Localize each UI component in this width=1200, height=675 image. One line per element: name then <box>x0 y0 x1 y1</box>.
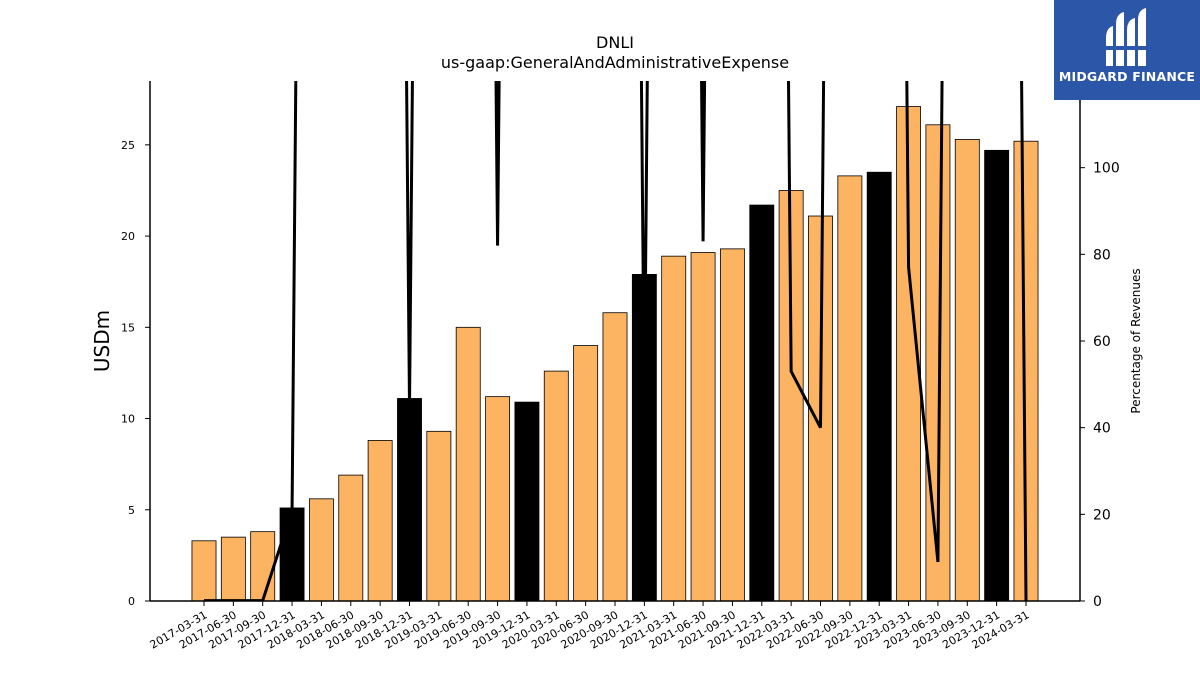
y-tick-label: 25 <box>121 139 135 152</box>
y2-tick-label: 80 <box>1093 247 1111 263</box>
bar <box>866 171 892 601</box>
bar <box>191 540 217 601</box>
bar <box>426 430 452 601</box>
bar <box>250 531 276 601</box>
bar <box>220 536 246 601</box>
y-tick-label: 10 <box>121 413 135 426</box>
bar <box>837 175 863 601</box>
brand-name: MIDGARD FINANCE <box>1058 69 1196 84</box>
bar <box>749 204 775 601</box>
y2-tick-label: 20 <box>1093 507 1111 523</box>
y-tick-label: 15 <box>121 321 135 334</box>
chart-subtitle: us-gaap:GeneralAndAdministrativeExpense <box>441 53 789 72</box>
bar <box>308 498 334 601</box>
bar <box>602 312 628 601</box>
chart-title: DNLI <box>596 33 634 52</box>
y-axis-label: USDm <box>90 310 114 372</box>
bar-group <box>191 106 1039 601</box>
y-tick-label: 5 <box>128 504 135 517</box>
y-tick-label: 0 <box>128 595 135 608</box>
logo-mark-icon <box>1106 8 1146 66</box>
y-tick-label: 20 <box>121 230 135 243</box>
bar <box>514 401 540 601</box>
y2-tick-label: 0 <box>1093 594 1102 610</box>
y2-tick-label: 100 <box>1093 161 1120 177</box>
bar <box>661 255 687 601</box>
bar <box>455 326 481 601</box>
bar <box>397 398 422 601</box>
y2-tick-label: 40 <box>1093 421 1111 437</box>
bar <box>485 396 511 601</box>
bar <box>719 248 745 601</box>
bar <box>984 149 1010 601</box>
bar <box>954 138 980 601</box>
bar <box>690 252 716 601</box>
bar <box>367 440 393 601</box>
y2-tick-label: 60 <box>1093 334 1111 350</box>
bar <box>338 474 364 601</box>
bar <box>543 370 569 601</box>
bar <box>279 507 305 601</box>
y2-axis-label: Percentage of Revenues <box>1129 268 1143 413</box>
brand-logo: MIDGARD FINANCE <box>1054 0 1200 100</box>
bar <box>573 345 599 601</box>
